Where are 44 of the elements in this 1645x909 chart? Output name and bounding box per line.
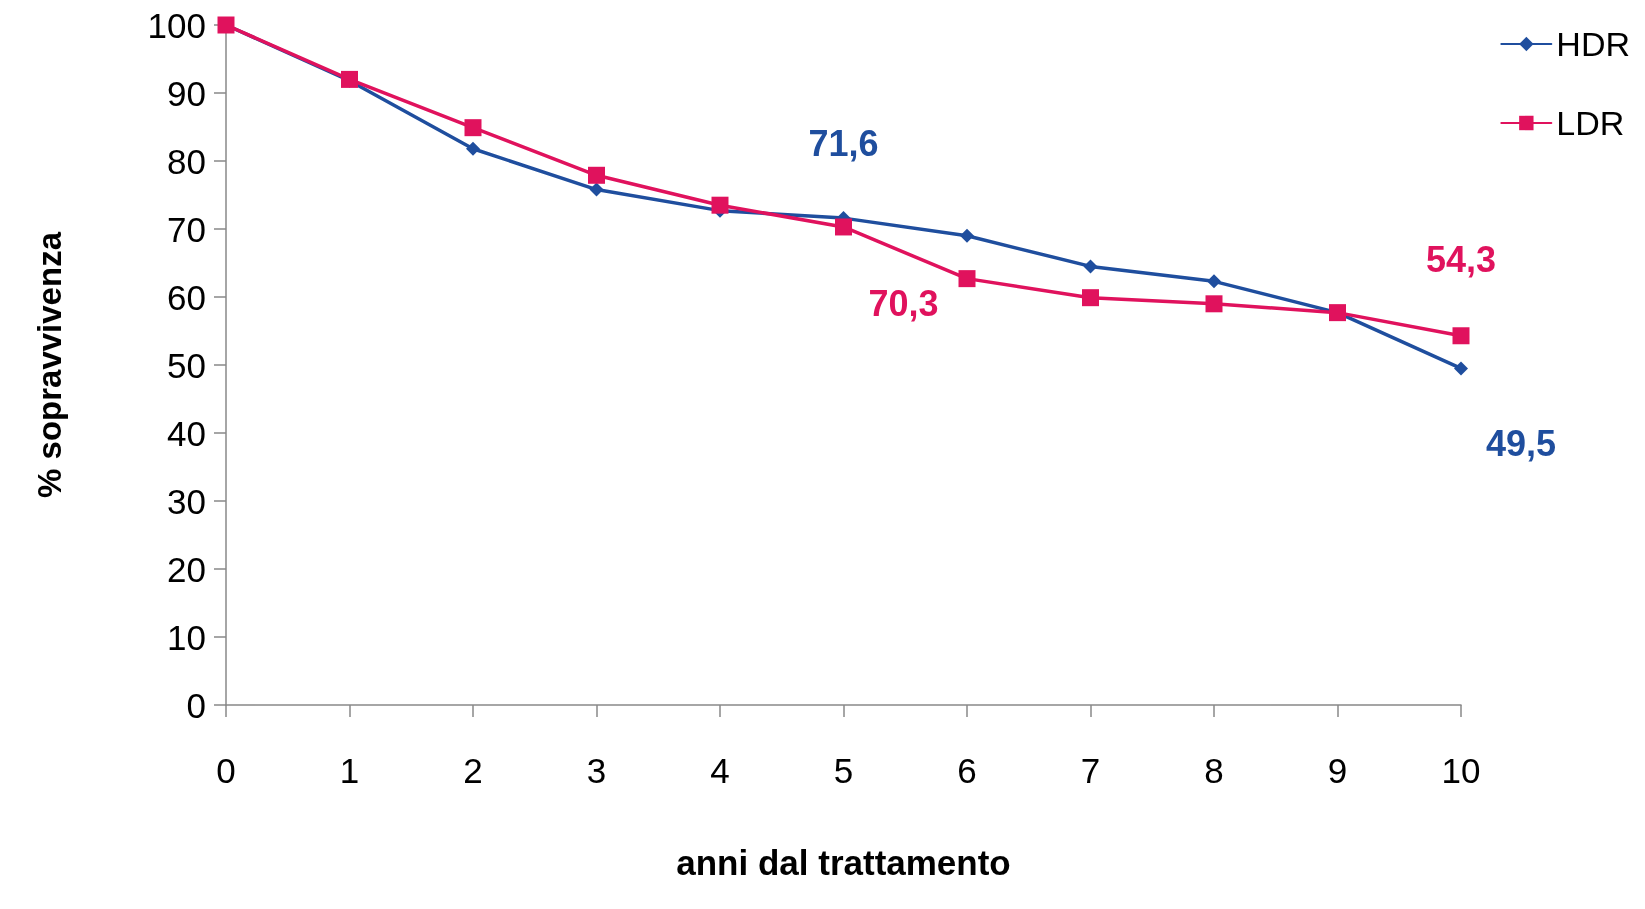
x-tick-label: 4 [710, 751, 730, 790]
point [589, 182, 604, 197]
x-tick-label: 10 [1441, 751, 1481, 790]
y-tick-label: 10 [167, 617, 206, 657]
y-tick-label: 20 [167, 549, 206, 589]
point [835, 218, 852, 236]
y-axis-title: % sopravvivenza [31, 231, 68, 498]
x-tick-label: 0 [216, 751, 236, 790]
y-tick-label: 80 [167, 141, 206, 181]
data-label: 54,3 [1425, 238, 1497, 280]
point [1452, 327, 1470, 345]
x-tick-label: 3 [586, 751, 607, 790]
y-tick-label: 50 [167, 345, 206, 385]
legend-label: LDR [1556, 104, 1625, 142]
y-tick-label: 30 [167, 481, 206, 521]
x-tick-label: 9 [1327, 751, 1348, 790]
point [1205, 295, 1223, 313]
y-tick-label: 60 [167, 277, 206, 317]
point [464, 119, 482, 137]
y-tick-label: 70 [167, 209, 206, 249]
data-label: 49,5 [1485, 422, 1557, 464]
point [1207, 274, 1221, 289]
point [466, 141, 480, 156]
x-tick-label: 1 [339, 751, 360, 790]
point [1083, 259, 1098, 274]
x-tick-label: 7 [1080, 751, 1101, 790]
point [1454, 361, 1468, 376]
x-axis-title: anni dal trattamento [676, 843, 1011, 882]
point [711, 196, 729, 214]
point [1082, 289, 1099, 307]
point [588, 166, 605, 184]
data-label: 70,3 [868, 282, 939, 324]
y-tick-label: 40 [167, 413, 206, 453]
x-tick-label: 2 [463, 751, 483, 790]
x-tick-label: 6 [957, 751, 977, 790]
legend-label: HDR [1556, 25, 1631, 63]
point [960, 228, 974, 243]
x-tick-label: 5 [833, 751, 854, 790]
x-tick-label: 8 [1204, 751, 1224, 790]
point [958, 270, 976, 288]
y-tick-label: 100 [147, 5, 206, 45]
y-tick-label: 90 [167, 73, 206, 113]
data-label: 71,6 [808, 122, 879, 164]
y-tick-label: 0 [186, 685, 206, 725]
